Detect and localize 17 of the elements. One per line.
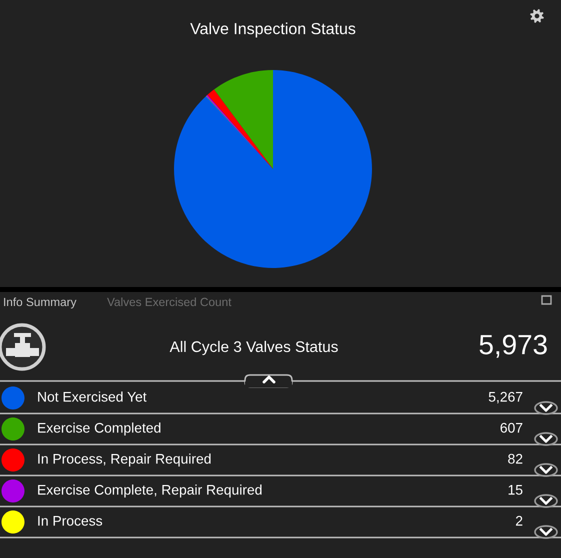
data-label: 15 [508,485,522,495]
text: Valves Exercised Count [107,297,232,306]
pie-slice [214,70,273,169]
text: 5,973 [480,334,547,358]
text: Info Summary [4,298,76,308]
legend-label: Exercise Completed [38,422,160,436]
data-label: 2 [516,516,522,526]
text: All Cycle 3 Valves Status [170,340,338,356]
legend-label: Not Exercised Yet [38,392,147,402]
data-label: 82 [508,454,522,464]
chart-title: Valve Inspection Status [190,22,356,38]
pie-slice [174,70,372,268]
legend-label: In Process, Repair Required [38,454,211,466]
legend-label: In Process [38,516,102,526]
data-label: 607 [500,422,522,433]
data-label: 5,267 [488,392,522,404]
legend-label: Exercise Complete, Repair Required [38,484,262,498]
